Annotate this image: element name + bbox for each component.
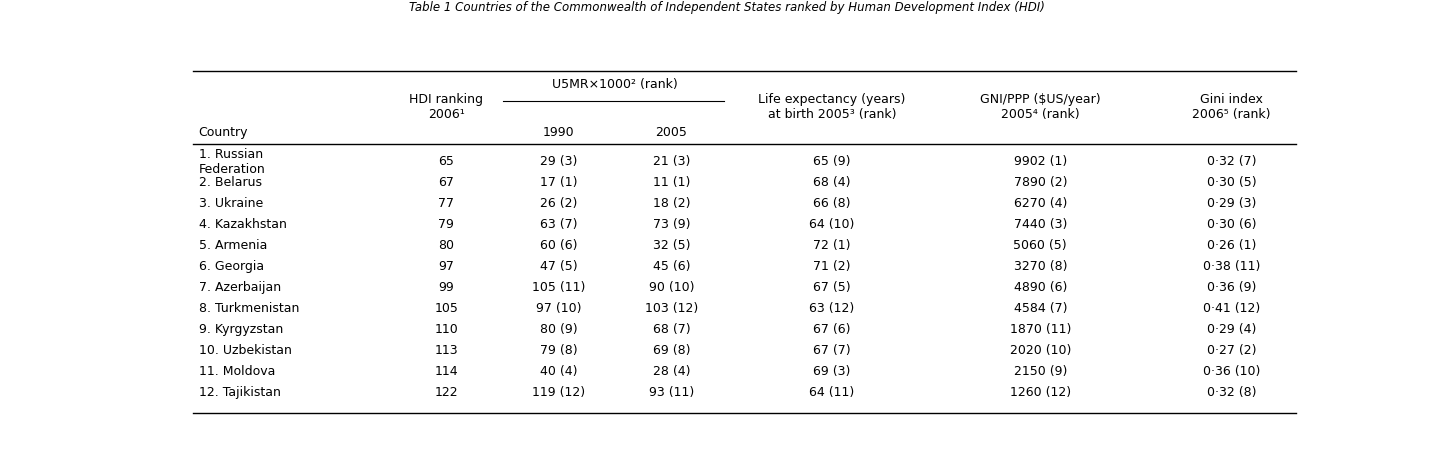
Text: 63 (7): 63 (7) [541,219,578,231]
Text: 67 (6): 67 (6) [814,323,850,336]
Text: 18 (2): 18 (2) [652,197,690,211]
Text: 40 (4): 40 (4) [541,366,578,378]
Text: 69 (3): 69 (3) [814,366,850,378]
Text: 0·32 (7): 0·32 (7) [1207,155,1257,168]
Text: 2005: 2005 [655,126,687,139]
Text: 10. Uzbekistan: 10. Uzbekistan [199,344,292,358]
Text: 5. Armenia: 5. Armenia [199,239,267,252]
Text: 0·32 (8): 0·32 (8) [1207,386,1257,399]
Text: 64 (10): 64 (10) [809,219,854,231]
Text: 6. Georgia: 6. Georgia [199,260,263,273]
Text: 17 (1): 17 (1) [541,176,578,190]
Text: 1990: 1990 [543,126,575,139]
Text: Table 1 Countries of the Commonwealth of Independent States ranked by Human Deve: Table 1 Countries of the Commonwealth of… [408,1,1045,14]
Text: HDI ranking
2006¹: HDI ranking 2006¹ [410,94,484,121]
Text: 4890 (6): 4890 (6) [1014,281,1067,294]
Text: 0·36 (10): 0·36 (10) [1203,366,1260,378]
Text: 0·36 (9): 0·36 (9) [1207,281,1257,294]
Text: 119 (12): 119 (12) [532,386,586,399]
Text: 4584 (7): 4584 (7) [1014,302,1067,315]
Text: 12. Tajikistan: 12. Tajikistan [199,386,280,399]
Text: 26 (2): 26 (2) [541,197,577,211]
Text: 77: 77 [439,197,455,211]
Text: 80: 80 [439,239,455,252]
Text: 79: 79 [439,219,455,231]
Text: 68 (4): 68 (4) [814,176,850,190]
Text: Life expectancy (years)
at birth 2005³ (rank): Life expectancy (years) at birth 2005³ (… [758,94,905,121]
Text: 97: 97 [439,260,455,273]
Text: 3. Ukraine: 3. Ukraine [199,197,263,211]
Text: 68 (7): 68 (7) [652,323,690,336]
Text: 9. Kyrgyzstan: 9. Kyrgyzstan [199,323,283,336]
Text: 9902 (1): 9902 (1) [1014,155,1067,168]
Text: 110: 110 [434,323,458,336]
Text: 6270 (4): 6270 (4) [1014,197,1067,211]
Text: 11. Moldova: 11. Moldova [199,366,275,378]
Text: 7440 (3): 7440 (3) [1014,219,1067,231]
Text: 73 (9): 73 (9) [652,219,690,231]
Text: 2150 (9): 2150 (9) [1014,366,1067,378]
Text: 1260 (12): 1260 (12) [1010,386,1071,399]
Text: 65: 65 [439,155,455,168]
Text: 7890 (2): 7890 (2) [1014,176,1067,190]
Text: 32 (5): 32 (5) [652,239,690,252]
Text: 67 (5): 67 (5) [814,281,851,294]
Text: 45 (6): 45 (6) [652,260,690,273]
Text: 105: 105 [434,302,458,315]
Text: 114: 114 [434,366,458,378]
Text: 105 (11): 105 (11) [532,281,586,294]
Text: 1870 (11): 1870 (11) [1010,323,1071,336]
Text: Gini index
2006⁵ (rank): Gini index 2006⁵ (rank) [1193,94,1271,121]
Text: GNI/PPP ($US/year)
2005⁴ (rank): GNI/PPP ($US/year) 2005⁴ (rank) [979,94,1100,121]
Text: 7. Azerbaijan: 7. Azerbaijan [199,281,280,294]
Text: 122: 122 [434,386,458,399]
Text: 2. Belarus: 2. Belarus [199,176,262,190]
Text: 2020 (10): 2020 (10) [1010,344,1071,358]
Text: 0·30 (5): 0·30 (5) [1207,176,1257,190]
Text: 90 (10): 90 (10) [648,281,695,294]
Text: 0·41 (12): 0·41 (12) [1203,302,1260,315]
Text: 47 (5): 47 (5) [541,260,578,273]
Text: 0·26 (1): 0·26 (1) [1207,239,1257,252]
Text: 3270 (8): 3270 (8) [1014,260,1067,273]
Text: 21 (3): 21 (3) [652,155,690,168]
Text: 65 (9): 65 (9) [814,155,850,168]
Text: 0·30 (6): 0·30 (6) [1207,219,1257,231]
Text: 63 (12): 63 (12) [809,302,854,315]
Text: 71 (2): 71 (2) [814,260,850,273]
Text: 113: 113 [434,344,458,358]
Text: 29 (3): 29 (3) [541,155,577,168]
Text: 11 (1): 11 (1) [652,176,690,190]
Text: 80 (9): 80 (9) [541,323,578,336]
Text: 69 (8): 69 (8) [652,344,690,358]
Text: 0·27 (2): 0·27 (2) [1207,344,1257,358]
Text: 67: 67 [439,176,455,190]
Text: 66 (8): 66 (8) [814,197,850,211]
Text: Country: Country [199,126,248,139]
Text: 72 (1): 72 (1) [814,239,850,252]
Text: 99: 99 [439,281,455,294]
Text: 28 (4): 28 (4) [652,366,690,378]
Text: 67 (7): 67 (7) [814,344,851,358]
Text: 1. Russian
Federation: 1. Russian Federation [199,148,266,176]
Text: 0·29 (3): 0·29 (3) [1207,197,1257,211]
Text: 5060 (5): 5060 (5) [1013,239,1067,252]
Text: U5MR×1000² (rank): U5MR×1000² (rank) [552,79,679,91]
Text: 93 (11): 93 (11) [649,386,695,399]
Text: 0·29 (4): 0·29 (4) [1207,323,1257,336]
Text: 60 (6): 60 (6) [541,239,578,252]
Text: 8. Turkmenistan: 8. Turkmenistan [199,302,299,315]
Text: 64 (11): 64 (11) [809,386,854,399]
Text: 79 (8): 79 (8) [541,344,578,358]
Text: 103 (12): 103 (12) [645,302,697,315]
Text: 4. Kazakhstan: 4. Kazakhstan [199,219,286,231]
Text: 97 (10): 97 (10) [536,302,581,315]
Text: 0·38 (11): 0·38 (11) [1203,260,1260,273]
